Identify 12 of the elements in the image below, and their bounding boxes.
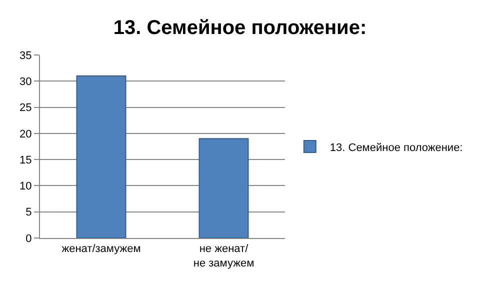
y-tick-label: 5 [26, 206, 32, 219]
x-tick-label: женат/замужем [62, 243, 141, 256]
y-tick-label: 0 [26, 232, 32, 245]
y-tick-label: 35 [20, 50, 32, 62]
y-tick-label: 15 [20, 154, 32, 166]
x-tick-label: не женат/не замужем [193, 243, 254, 270]
chart-title: 13. Семейное положение: [113, 17, 367, 40]
y-tick-label: 30 [20, 76, 32, 88]
y-tick-label: 25 [20, 102, 32, 114]
legend-label: 13. Семейное положение: [330, 142, 463, 154]
y-tick-label: 10 [20, 180, 32, 193]
y-tick-label: 20 [20, 128, 32, 140]
